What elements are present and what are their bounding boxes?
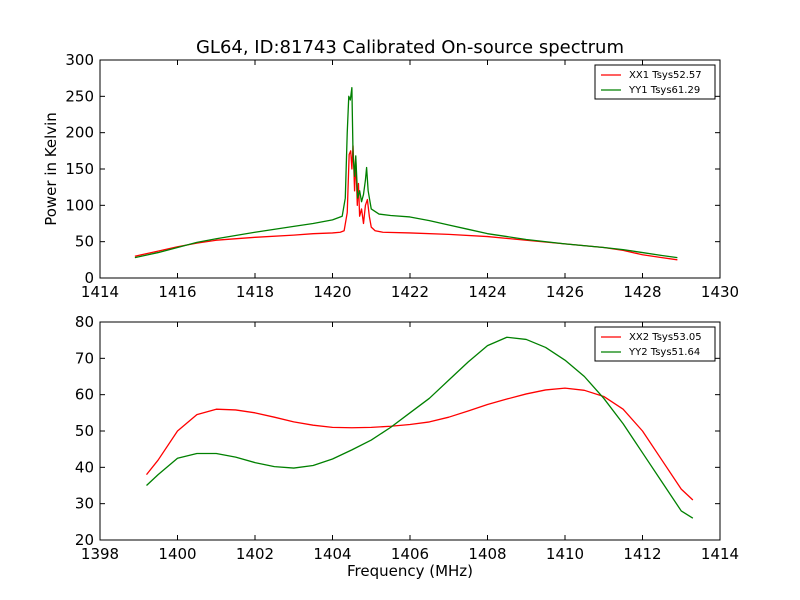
top-xtick-label: 1426 (546, 283, 584, 301)
bottom-xlabel: Frequency (MHz) (347, 562, 473, 580)
top-ylabel: Power in Kelvin (42, 112, 60, 226)
chart-title: GL64, ID:81743 Calibrated On-source spec… (196, 37, 624, 58)
bottom-series-xx-line (145, 387, 694, 501)
bottom-panel: 1398 1400 1402 1404 1406 1408 1410 1412 1414 20 30… (75, 313, 739, 580)
bottom-series-group (145, 336, 694, 519)
top-panel: 1414 1416 1418 1420 1422 1424 1426 1428 1430 0 50 1… (42, 51, 739, 301)
top-xtick-label: 1420 (313, 283, 351, 301)
top-xtick-label: 1416 (158, 283, 196, 301)
top-ytick-label: 150 (65, 160, 94, 178)
top-ytick-label: 50 (75, 233, 94, 251)
top-xtick-label: 1422 (391, 283, 429, 301)
bottom-xtick-label: 1410 (546, 545, 584, 563)
bottom-legend-label-yy: YY2 Tsys51.64 (628, 347, 700, 358)
bottom-xtick-label: 1402 (236, 545, 274, 563)
top-xtick-label: 1418 (236, 283, 274, 301)
top-ytick-label: 300 (65, 51, 94, 69)
bottom-ytick-label: 20 (75, 531, 94, 549)
bottom-legend-label-xx: XX2 Tsys53.05 (629, 332, 702, 343)
bottom-xtick-label: 1406 (391, 545, 429, 563)
top-ytick-label: 100 (65, 196, 94, 214)
top-legend-label-xx: XX1 Tsys52.57 (629, 70, 702, 81)
bottom-xtick-label: 1404 (313, 545, 351, 563)
top-series-xx-line (134, 145, 678, 261)
top-series-yy-line (134, 86, 678, 259)
bottom-ytick-label: 80 (75, 313, 94, 331)
bottom-ytick-label: 70 (75, 349, 94, 367)
top-xtick-label: 1424 (468, 283, 506, 301)
top-legend: XX1 Tsys52.57 YY1 Tsys61.29 (594, 64, 716, 100)
top-xtick-label: 1428 (623, 283, 661, 301)
bottom-legend: XX2 Tsys53.05 YY2 Tsys51.64 (594, 326, 716, 362)
bottom-ytick-label: 40 (75, 458, 94, 476)
top-ytick-label: 200 (65, 124, 94, 142)
bottom-ytick-label: 60 (75, 386, 94, 404)
bottom-legend-box (594, 326, 716, 362)
top-ytick-label: 0 (84, 269, 94, 287)
top-legend-box (594, 64, 716, 100)
bottom-xtick-label: 1408 (468, 545, 506, 563)
bottom-series-yy-line (146, 336, 694, 519)
bottom-xtick-label: 1398 (81, 545, 119, 563)
bottom-ytick-label: 50 (75, 422, 94, 440)
top-ytick-label: 250 (65, 87, 94, 105)
top-series-group (134, 86, 678, 261)
bottom-ytick-label: 30 (75, 495, 94, 513)
bottom-xtick-label: 1414 (701, 545, 739, 563)
top-xtick-label: 1430 (701, 283, 739, 301)
bottom-xtick-label: 1412 (623, 545, 661, 563)
top-ticks-group: 1414 1416 1418 1420 1422 1424 1426 1428 1430 0 50 1… (65, 51, 739, 301)
bottom-xtick-label: 1400 (158, 545, 196, 563)
bottom-ticks-group: 1398 1400 1402 1404 1406 1408 1410 1412 1414 20 30… (75, 313, 739, 563)
top-legend-label-yy: YY1 Tsys61.29 (628, 85, 700, 96)
top-xtick-label: 1414 (81, 283, 119, 301)
